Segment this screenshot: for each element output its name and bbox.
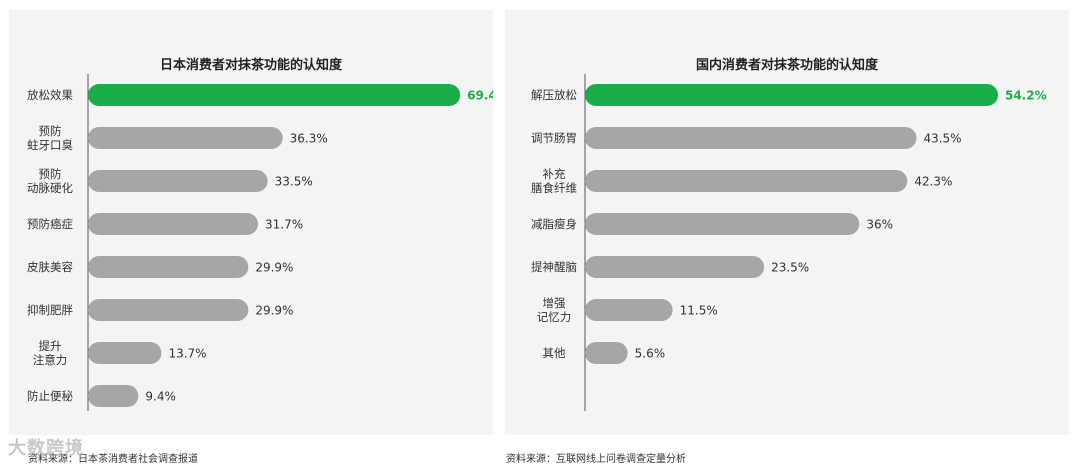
china-bar [585,299,673,321]
japan-bar [88,385,139,407]
japan-category-label: 放松效果 [27,88,73,102]
china-category-label: 解压放松 [531,88,577,102]
japan-category-label: 预防蛀牙口臭 [27,124,73,152]
japan-bar [88,256,249,278]
china-value-label: 54.2% [1005,89,1047,103]
japan-bar [88,127,283,149]
japan-category-label: 预防动脉硬化 [27,167,73,195]
japan-bar [88,170,268,192]
japan-chart-svg: 69.4% 放松效果 36.3% 预防蛀牙口臭 33.5% 预防动脉硬化 31.7% 预防癌症… [27,74,493,411]
china-value-label: 42.3% [914,175,952,189]
china-bar [585,127,917,149]
china-category-label: 增强记忆力 [537,296,572,324]
japan-value-label: 31.7% [265,218,303,232]
japan-category-label: 皮肤美容 [27,260,73,274]
china-bar [585,213,860,235]
china-source-note: 资料来源：互联网线上问卷调查定量分析 [506,454,686,465]
japan-value-label: 13.7% [168,347,206,361]
japan-category-label: 防止便秘 [27,389,73,403]
china-value-label: 5.6% [635,347,666,361]
japan-category-label: 提升注意力 [33,339,68,367]
japan-value-label: 36.3% [290,132,328,146]
china-bar [585,342,628,364]
watermark-logo: 大数跨境 [8,438,84,459]
japan-chart-panel: 日本消费者对抹茶功能的认知度 69.4% 放松效果 36.3% 预防蛀牙口臭 33.5%… [9,10,493,435]
china-value-label: 11.5% [680,304,718,318]
china-value-label: 43.5% [923,132,961,146]
japan-value-label: 9.4% [145,390,176,404]
china-chart-svg: 54.2% 解压放松 43.5% 调节肠胃 42.3% 补充膳食纤维 36% 减脂瘦身 23.5… [531,74,1047,411]
china-bar [585,170,908,192]
japan-category-label: 抑制肥胖 [27,303,73,317]
japan-bar [88,213,258,235]
china-value-label: 36% [866,218,893,232]
japan-bar [88,342,162,364]
japan-value-label: 29.9% [255,304,293,318]
japan-source-note: 资料来源：日本茶消费者社会调查报道 [28,454,198,465]
china-category-label: 提神醒脑 [531,260,577,274]
japan-bar [88,84,461,106]
japan-category-label: 预防癌症 [27,217,73,231]
china-category-label: 其他 [543,346,566,360]
china-value-label: 23.5% [771,261,809,275]
china-bar [585,256,765,278]
china-category-label: 减脂瘦身 [531,217,577,231]
china-category-label: 调节肠胃 [531,131,577,145]
china-chart-panel: 国内消费者对抹茶功能的认知度 54.2% 解压放松 43.5% 调节肠胃 42.3% 补充… [505,10,1069,435]
japan-value-label: 29.9% [255,261,293,275]
japan-bar [88,299,249,321]
japan-chart-title: 日本消费者对抹茶功能的认知度 [159,58,342,73]
japan-value-label: 33.5% [275,175,313,189]
japan-value-label: 69.4% [467,89,493,103]
china-bar [585,84,998,106]
china-category-label: 补充膳食纤维 [531,167,577,195]
china-chart-title: 国内消费者对抹茶功能的认知度 [695,58,878,73]
